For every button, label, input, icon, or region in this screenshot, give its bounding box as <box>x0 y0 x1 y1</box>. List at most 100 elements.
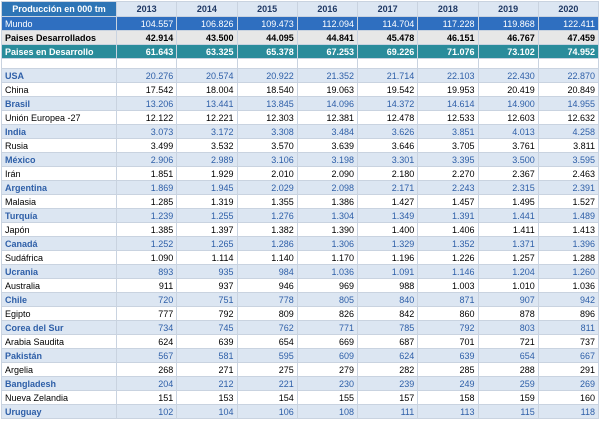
value-cell: 1.457 <box>417 194 479 209</box>
value-cell: 1.400 <box>356 222 419 237</box>
value-cell: 42.914 <box>115 30 178 45</box>
value-cell: 212 <box>176 376 238 391</box>
value-cell: 259 <box>477 376 539 391</box>
year-header: 2014 <box>176 1 238 17</box>
row-label: Arabia Saudita <box>1 334 117 349</box>
value-cell: 3.532 <box>176 138 238 153</box>
value-cell: 734 <box>115 320 178 335</box>
value-cell: 639 <box>176 334 238 349</box>
value-cell: 1.390 <box>296 222 359 237</box>
value-cell: 942 <box>537 292 600 307</box>
row-label: Egipto <box>1 306 117 321</box>
row-label: India <box>1 124 117 139</box>
row-label: China <box>1 82 117 97</box>
value-cell: 1.036 <box>296 264 359 279</box>
value-cell: 896 <box>537 306 600 321</box>
value-cell: 22.103 <box>417 68 479 83</box>
value-cell: 1.406 <box>417 222 479 237</box>
value-cell: 2.270 <box>417 166 479 181</box>
row-label: Japón <box>1 222 117 237</box>
value-cell: 102 <box>115 404 178 419</box>
value-cell: 3.851 <box>417 124 479 139</box>
value-cell: 988 <box>356 278 419 293</box>
value-cell: 230 <box>296 376 359 391</box>
value-cell: 1.349 <box>356 208 419 223</box>
value-cell: 1.489 <box>537 208 600 223</box>
value-cell: 1.146 <box>417 264 479 279</box>
value-cell: 1.091 <box>356 264 419 279</box>
value-cell: 3.646 <box>356 138 419 153</box>
row-label: Canadá <box>1 236 117 251</box>
value-cell: 4.258 <box>537 124 600 139</box>
value-cell: 19.063 <box>296 82 359 97</box>
value-cell: 20.419 <box>477 82 539 97</box>
table-row: India 3.073 3.172 3.308 3.484 3.626 3.851 4.013… <box>1 124 600 139</box>
value-cell: 1.288 <box>537 250 600 265</box>
table-row: Rusia 3.499 3.532 3.570 3.639 3.646 3.705 3.761… <box>1 138 600 153</box>
row-label: Paises en Desarrollo <box>1 44 117 59</box>
value-cell: 282 <box>356 362 419 377</box>
value-cell: 809 <box>236 306 298 321</box>
table-row: Brasil 13.206 13.441 13.845 14.096 14.372 14.6… <box>1 96 600 111</box>
value-cell: 1.003 <box>417 278 479 293</box>
row-label: Malasia <box>1 194 117 209</box>
value-cell: 12.603 <box>477 110 539 125</box>
table-row: Sudáfrica 1.090 1.114 1.140 1.170 1.196 1.226 1… <box>1 250 600 265</box>
value-cell: 1.265 <box>176 236 238 251</box>
value-cell: 4.013 <box>477 124 539 139</box>
value-cell: 13.845 <box>236 96 298 111</box>
value-cell: 20.276 <box>115 68 178 83</box>
value-cell: 46.151 <box>417 30 479 45</box>
value-cell: 792 <box>417 320 479 335</box>
table-row: Unión Europea -27 12.122 12.221 12.303 12.38… <box>1 110 600 125</box>
value-cell: 935 <box>176 264 238 279</box>
value-cell: 2.463 <box>537 166 600 181</box>
value-cell: 3.308 <box>236 124 298 139</box>
row-label: Unión Europea -27 <box>1 110 117 125</box>
value-cell: 115 <box>477 404 539 419</box>
value-cell: 2.367 <box>477 166 539 181</box>
table-row: Paises Desarrollados 42.914 43.500 44.095 44… <box>1 30 600 45</box>
value-cell: 14.096 <box>296 96 359 111</box>
row-label: Corea del Sur <box>1 320 117 335</box>
row-label: Pakistán <box>1 348 117 363</box>
value-cell: 153 <box>176 390 238 405</box>
value-cell: 3.595 <box>537 152 600 167</box>
value-cell: 13.206 <box>115 96 178 111</box>
value-cell: 291 <box>537 362 600 377</box>
value-cell: 20.922 <box>236 68 298 83</box>
value-cell: 74.952 <box>537 44 600 59</box>
row-label: USA <box>1 68 117 83</box>
value-cell: 911 <box>115 278 178 293</box>
value-cell: 21.714 <box>356 68 419 83</box>
value-cell: 3.761 <box>477 138 539 153</box>
table-row: Ucrania 893 935 984 1.036 1.091 1.146 1.204 1.26… <box>1 264 600 279</box>
value-cell: 1.397 <box>176 222 238 237</box>
table-row: Producción en 000 tm 2013 2014 2015 2016 2017… <box>1 1 600 17</box>
table-row: Mundo 104.557 106.826 109.473 112.094 114.704… <box>1 16 600 31</box>
value-cell: 1.204 <box>477 264 539 279</box>
value-cell: 12.478 <box>356 110 419 125</box>
value-cell: 1.391 <box>417 208 479 223</box>
value-cell: 47.459 <box>537 30 600 45</box>
value-cell: 701 <box>417 334 479 349</box>
value-cell: 3.499 <box>115 138 178 153</box>
value-cell: 268 <box>115 362 178 377</box>
value-cell: 803 <box>477 320 539 335</box>
value-cell: 1.386 <box>296 194 359 209</box>
value-cell: 624 <box>356 348 419 363</box>
value-cell: 155 <box>296 390 359 405</box>
value-cell: 1.140 <box>236 250 298 265</box>
value-cell: 18.540 <box>236 82 298 97</box>
value-cell: 3.811 <box>537 138 600 153</box>
value-cell: 1.495 <box>477 194 539 209</box>
value-cell: 44.095 <box>236 30 298 45</box>
value-cell: 654 <box>236 334 298 349</box>
value-cell: 160 <box>537 390 600 405</box>
value-cell: 67.253 <box>296 44 359 59</box>
value-cell: 2.391 <box>537 180 600 195</box>
value-cell: 878 <box>477 306 539 321</box>
empty-cell <box>537 58 600 69</box>
value-cell: 117.228 <box>417 16 479 31</box>
value-cell: 22.430 <box>477 68 539 83</box>
